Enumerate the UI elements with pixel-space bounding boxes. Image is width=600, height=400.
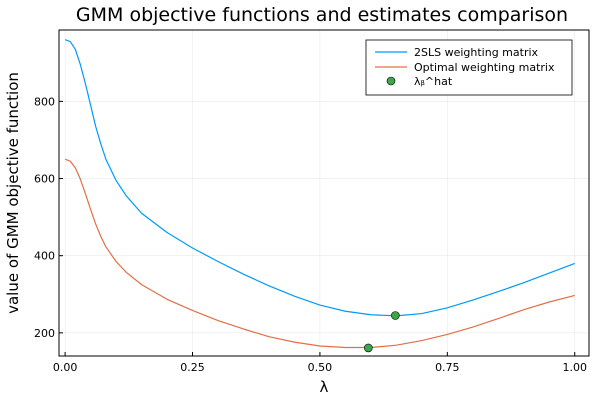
x-ticks: 0.00 0.25 0.50 0.75 1.00 (53, 352, 587, 374)
chart-title: GMM objective functions and estimates co… (76, 4, 568, 26)
plot-frame (58, 29, 590, 357)
series-lines (64, 39, 575, 349)
estimate-points (364, 311, 400, 353)
x-tick-label: 0.00 (53, 361, 78, 374)
x-axis-title: λ (320, 378, 329, 396)
y-tick-label: 600 (34, 173, 55, 186)
legend-label-2sls: 2SLS weighting matrix (414, 46, 539, 59)
estimate-point (391, 311, 400, 320)
y-axis-title: value of GMM objective function (4, 72, 22, 314)
series-line-2sls (64, 39, 575, 317)
x-tick-label: 1.00 (562, 361, 587, 374)
legend-label-optimal: Optimal weighting matrix (414, 61, 555, 74)
y-ticks: 200 400 600 800 (34, 95, 63, 340)
x-tick-label: 0.50 (308, 361, 333, 374)
legend-swatch-estimate (386, 76, 396, 86)
series-line-optimal (64, 158, 575, 349)
y-tick-label: 200 (34, 327, 55, 340)
legend-label-estimate: λᵦ^hat (414, 75, 453, 88)
x-tick-label: 0.25 (180, 361, 205, 374)
estimate-point (364, 343, 373, 353)
x-tick-label: 0.75 (435, 361, 460, 374)
gridlines (59, 30, 589, 356)
legend: 2SLS weighting matrix Optimal weighting … (365, 39, 573, 96)
y-tick-label: 400 (34, 250, 55, 263)
y-tick-label: 800 (34, 95, 55, 108)
